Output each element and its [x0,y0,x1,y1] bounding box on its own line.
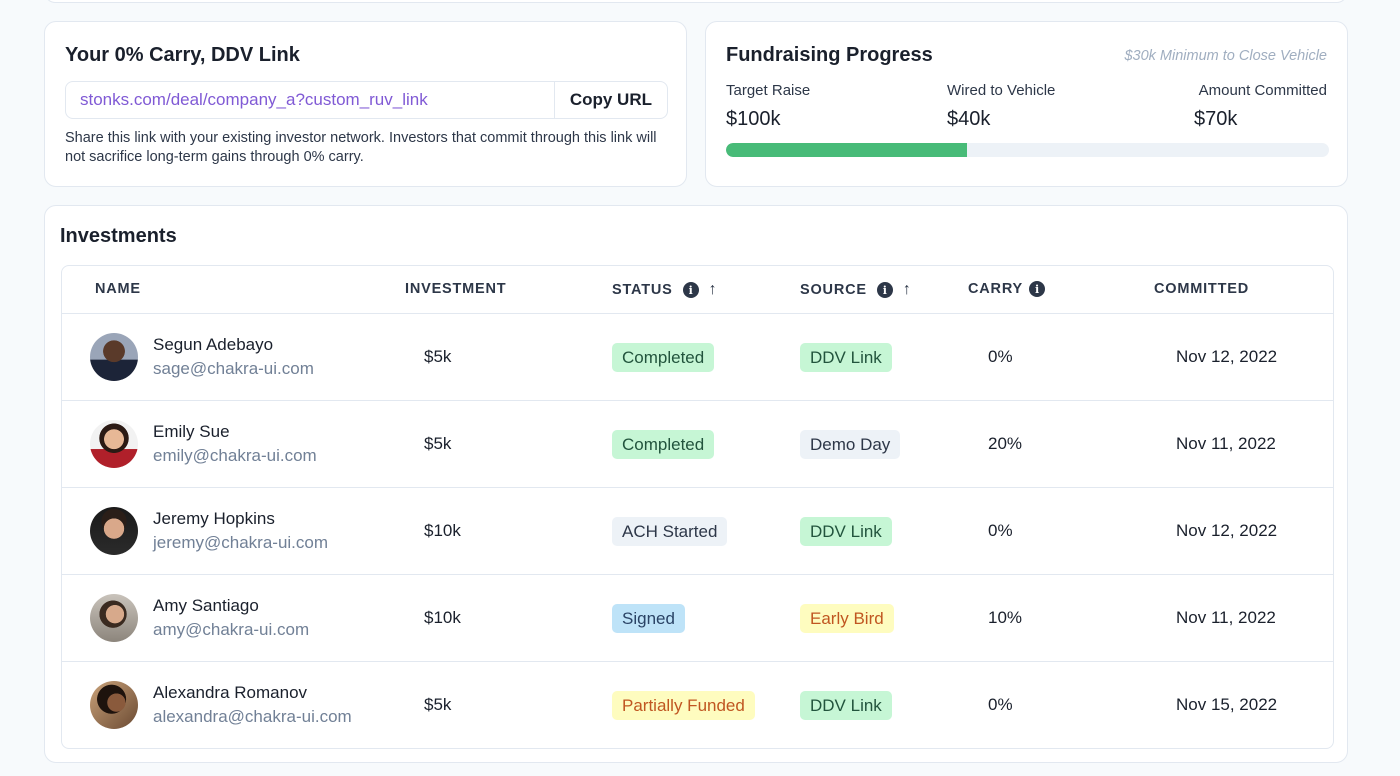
wired-label: Wired to Vehicle [947,82,1056,99]
avatar [90,507,138,555]
table-header: NAME INVESTMENT STATUS i ↑ SOURCE i ↑ CA… [62,266,1333,314]
column-status-label: STATUS [612,282,673,298]
status-badge: Signed [612,604,685,633]
table-row[interactable]: Segun Adebayo sage@chakra-ui.com $5k Com… [62,314,1333,401]
info-icon[interactable]: i [682,282,699,298]
minimum-close-note: $30k Minimum to Close Vehicle [1124,48,1327,64]
column-header-committed[interactable]: COMMITTED [1154,281,1249,297]
source-badge: DDV Link [800,343,892,372]
committed-date: Nov 12, 2022 [1176,521,1278,540]
committed-amount-label: Amount Committed [1198,82,1327,99]
deal-link-url[interactable]: stonks.com/deal/company_a?custom_ruv_lin… [80,90,428,109]
investment-amount: $10k [424,608,461,627]
investor-email: jeremy@chakra-ui.com [153,533,329,552]
investor-email: sage@chakra-ui.com [153,359,314,378]
fundraising-title: Fundraising Progress [726,44,933,66]
target-raise-label: Target Raise [726,82,811,99]
avatar [90,420,138,468]
committed-date: Nov 11, 2022 [1176,434,1276,453]
carry-value: 0% [988,695,1013,714]
investor-name: Alexandra Romanov [153,683,308,702]
column-header-investment[interactable]: INVESTMENT [405,281,506,297]
source-badge: Early Bird [800,604,894,633]
investment-amount: $10k [424,521,461,540]
carry-value: 20% [988,434,1023,453]
carry-value: 0% [988,521,1013,540]
status-badge: Completed [612,430,715,459]
avatar [90,594,138,642]
carry-value: 10% [988,608,1023,627]
column-header-name[interactable]: NAME [95,281,141,297]
investor-name: Amy Santiago [153,596,259,615]
source-badge: DDV Link [800,517,892,546]
investment-amount: $5k [424,347,452,366]
table-row[interactable]: Amy Santiago amy@chakra-ui.com $10k Sign… [62,575,1333,662]
fundraising-progress-card: Fundraising Progress $30k Minimum to Clo… [705,21,1348,187]
progress-fill [726,143,968,157]
column-header-source[interactable]: SOURCE i ↑ [800,281,911,299]
column-name-label: NAME [95,281,141,297]
committed-amount-value: $70k [1194,108,1238,130]
copy-url-button[interactable]: Copy URL [553,82,667,118]
link-field: stonks.com/deal/company_a?custom_ruv_lin… [65,81,668,119]
investor-name: Segun Adebayo [153,335,274,354]
wired-value: $40k [947,108,991,130]
investor-email: alexandra@chakra-ui.com [153,707,352,726]
column-source-label: SOURCE [800,282,867,298]
column-header-carry[interactable]: CARRY i [968,281,1046,297]
column-investment-label: INVESTMENT [405,281,507,297]
table-row[interactable]: Alexandra Romanov alexandra@chakra-ui.co… [62,662,1333,748]
avatar [90,333,138,381]
status-badge: ACH Started [612,517,728,546]
investor-email: emily@chakra-ui.com [153,446,317,465]
avatar [90,681,138,729]
previous-card-edge [44,0,1348,3]
source-badge: DDV Link [800,691,892,720]
investments-table: NAME INVESTMENT STATUS i ↑ SOURCE i ↑ CA… [61,265,1334,749]
investor-name: Jeremy Hopkins [153,509,275,528]
status-badge: Partially Funded [612,691,755,720]
info-icon[interactable]: i [1029,281,1046,297]
carry-link-card: Your 0% Carry, DDV Link stonks.com/deal/… [44,21,687,187]
table-row[interactable]: Jeremy Hopkins jeremy@chakra-ui.com $10k… [62,488,1333,575]
info-icon[interactable]: i [876,282,893,298]
carry-value: 0% [988,347,1013,366]
source-badge: Demo Day [800,430,901,459]
fundraising-progress-bar [726,143,1329,157]
table-row[interactable]: Emily Sue emily@chakra-ui.com $5k Comple… [62,401,1333,488]
sort-arrow-up-icon[interactable]: ↑ [708,281,717,298]
investment-amount: $5k [424,434,452,453]
status-badge: Completed [612,343,715,372]
investor-name: Emily Sue [153,422,230,441]
investments-card: Investments NAME INVESTMENT STATUS i ↑ S… [44,205,1348,763]
target-raise-value: $100k [726,108,781,130]
investment-amount: $5k [424,695,452,714]
investments-title: Investments [60,225,177,247]
committed-date: Nov 12, 2022 [1176,347,1278,366]
carry-description: Share this link with your existing inves… [65,130,657,165]
committed-date: Nov 11, 2022 [1176,608,1276,627]
committed-date: Nov 15, 2022 [1176,695,1278,714]
sort-arrow-up-icon[interactable]: ↑ [902,281,911,298]
column-committed-label: COMMITTED [1154,281,1249,297]
column-carry-label: CARRY [968,281,1024,297]
carry-card-title: Your 0% Carry, DDV Link [65,44,300,66]
column-header-status[interactable]: STATUS i ↑ [612,281,717,299]
investor-email: amy@chakra-ui.com [153,620,310,639]
